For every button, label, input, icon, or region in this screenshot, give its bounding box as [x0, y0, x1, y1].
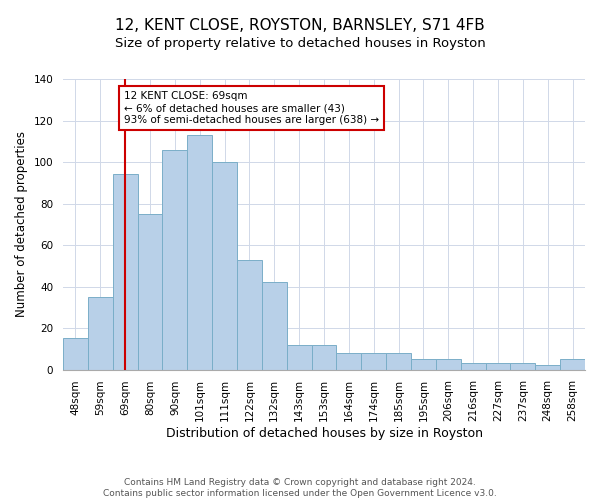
Bar — [287, 344, 311, 370]
Text: 12 KENT CLOSE: 69sqm
← 6% of detached houses are smaller (43)
93% of semi-detach: 12 KENT CLOSE: 69sqm ← 6% of detached ho… — [124, 92, 379, 124]
Bar — [461, 364, 485, 370]
Text: 12, KENT CLOSE, ROYSTON, BARNSLEY, S71 4FB: 12, KENT CLOSE, ROYSTON, BARNSLEY, S71 4… — [115, 18, 485, 32]
Bar — [511, 364, 535, 370]
Bar — [212, 162, 237, 370]
Bar — [88, 297, 113, 370]
Bar — [361, 353, 386, 370]
Y-axis label: Number of detached properties: Number of detached properties — [15, 132, 28, 318]
Bar — [560, 359, 585, 370]
Bar — [485, 364, 511, 370]
Bar — [113, 174, 137, 370]
Bar — [535, 366, 560, 370]
Bar — [262, 282, 287, 370]
Bar — [137, 214, 163, 370]
Bar — [237, 260, 262, 370]
Bar — [187, 135, 212, 370]
Bar — [63, 338, 88, 370]
Bar — [311, 344, 337, 370]
Bar — [163, 150, 187, 370]
X-axis label: Distribution of detached houses by size in Royston: Distribution of detached houses by size … — [166, 427, 482, 440]
Bar — [436, 359, 461, 370]
Text: Contains HM Land Registry data © Crown copyright and database right 2024.
Contai: Contains HM Land Registry data © Crown c… — [103, 478, 497, 498]
Bar — [411, 359, 436, 370]
Bar — [386, 353, 411, 370]
Bar — [337, 353, 361, 370]
Text: Size of property relative to detached houses in Royston: Size of property relative to detached ho… — [115, 38, 485, 51]
